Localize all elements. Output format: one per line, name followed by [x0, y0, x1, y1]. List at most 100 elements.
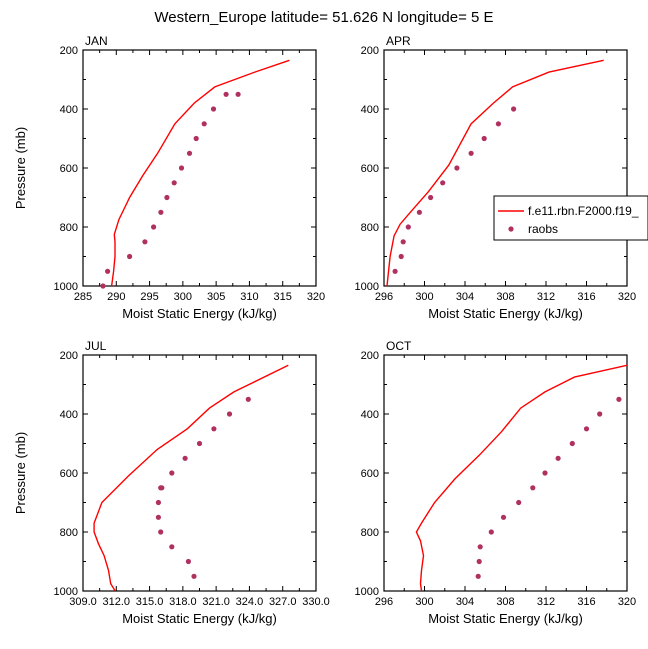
legend-box: [493, 195, 648, 241]
x-tick-label: 318.0: [169, 596, 197, 608]
y-axis-label: Pressure (mb): [13, 432, 28, 514]
x-tick-label: 330.0: [302, 596, 330, 608]
y-tick-label: 800: [361, 527, 379, 539]
x-tick-label: 309.0: [69, 596, 97, 608]
y-axis-label: Pressure (mb): [13, 127, 28, 209]
raobs-point: [155, 514, 161, 520]
legend: f.e11.rbn.F2000.f19_raobs: [493, 195, 648, 241]
y-tick-label: 1000: [355, 586, 379, 598]
x-axis-label: Moist Static Energy (kJ/kg): [428, 611, 583, 626]
raobs-point: [488, 529, 494, 535]
raobs-point: [201, 121, 207, 127]
x-tick-label: 324.0: [236, 596, 264, 608]
raobs-point: [193, 135, 199, 142]
raobs-point: [468, 150, 474, 156]
y-tick-label: 800: [60, 527, 78, 539]
raobs-point: [454, 165, 460, 171]
x-tick-label: 327.0: [269, 596, 297, 608]
x-axis-label: Moist Static Energy (kJ/kg): [428, 306, 583, 321]
y-tick-label: 200: [361, 350, 379, 362]
y-tick-label: 200: [60, 350, 78, 362]
raobs-point: [416, 209, 422, 215]
raobs-point: [164, 194, 170, 201]
y-tick-label: 600: [60, 468, 78, 480]
x-tick-label: 315: [274, 291, 292, 303]
y-tick-label: 600: [361, 163, 379, 175]
x-tick-label: 285: [74, 291, 92, 303]
model-profile-line: [93, 364, 289, 591]
y-tick-label: 400: [60, 104, 78, 116]
x-tick-label: 300: [174, 291, 192, 303]
raobs-point: [542, 470, 548, 476]
y-tick-label: 400: [60, 409, 78, 421]
y-tick-label: 1000: [54, 281, 78, 293]
y-tick-label: 800: [60, 222, 78, 234]
raobs-point: [398, 253, 404, 260]
panel-title: JUL: [85, 339, 107, 353]
raobs-point: [191, 573, 197, 579]
panel-title: JAN: [85, 34, 108, 48]
raobs-point: [169, 470, 175, 476]
x-tick-label: 320: [618, 596, 636, 608]
raobs-point: [223, 91, 229, 97]
raobs-point: [616, 396, 622, 402]
raobs-point: [151, 224, 157, 230]
x-tick-label: 296: [375, 291, 393, 303]
raobs-point: [392, 268, 398, 274]
raobs-point: [211, 426, 217, 432]
x-tick-label: 308: [496, 596, 514, 608]
x-tick-label: 312.0: [103, 596, 131, 608]
raobs-point: [178, 165, 185, 171]
raobs-point: [171, 180, 177, 186]
x-tick-label: 304: [456, 291, 474, 303]
model-profile-line: [415, 364, 627, 591]
x-tick-label: 308: [496, 291, 514, 303]
raobs-point: [476, 558, 482, 565]
panel-title: OCT: [386, 339, 412, 353]
raobs-point: [597, 411, 603, 417]
panel-apr: APR 296 300 304 308 312 316 320 200 400 600 800 1000…: [355, 34, 637, 321]
raobs-point: [210, 106, 217, 112]
x-tick-label: 305: [207, 291, 225, 303]
raobs-point: [481, 135, 487, 142]
x-tick-label: 321.0: [202, 596, 230, 608]
legend-model-label: f.e11.rbn.F2000.f19_: [528, 204, 639, 218]
y-tick-label: 600: [60, 163, 78, 175]
y-tick-label: 400: [361, 104, 379, 116]
y-tick-label: 1000: [355, 281, 379, 293]
raobs-point: [226, 411, 233, 417]
raobs-point: [235, 91, 241, 97]
y-tick-label: 1000: [54, 586, 78, 598]
y-tick-label: 400: [361, 409, 379, 421]
x-tick-label: 316: [577, 596, 595, 608]
raobs-point: [186, 150, 193, 156]
raobs-point: [475, 573, 481, 579]
raobs-point: [158, 209, 164, 215]
x-tick-label: 304: [456, 596, 474, 608]
panel-oct: OCT 296 300 304 308 312 316 320 200 400 600 800 1000…: [355, 339, 637, 626]
legend-obs-swatch: [508, 226, 514, 232]
raobs-point: [196, 440, 203, 447]
raobs-point: [127, 253, 133, 260]
y-tick-label: 800: [361, 222, 379, 234]
y-tick-label: 600: [361, 468, 379, 480]
raobs-point: [516, 499, 522, 506]
raobs-point: [583, 426, 590, 432]
raobs-point: [530, 485, 536, 491]
raobs-point: [500, 514, 507, 520]
x-tick-label: 310: [240, 291, 258, 303]
x-tick-label: 320: [307, 291, 325, 303]
y-tick-label: 200: [60, 45, 78, 57]
x-axis-label: Moist Static Energy (kJ/kg): [122, 306, 277, 321]
figure-title: Western_Europe latitude= 51.626 N longit…: [154, 9, 493, 26]
raobs-point: [100, 283, 106, 289]
panel-jan: JAN 285 290 295 300 305 310 315 320 200 400 600 800 1…: [13, 34, 325, 321]
x-tick-label: 300: [415, 596, 433, 608]
raobs-point: [155, 499, 161, 506]
raobs-point: [569, 440, 575, 447]
x-tick-label: 312: [537, 291, 555, 303]
raobs-point: [477, 544, 483, 550]
raobs-point: [182, 455, 188, 461]
x-tick-label: 296: [375, 596, 393, 608]
